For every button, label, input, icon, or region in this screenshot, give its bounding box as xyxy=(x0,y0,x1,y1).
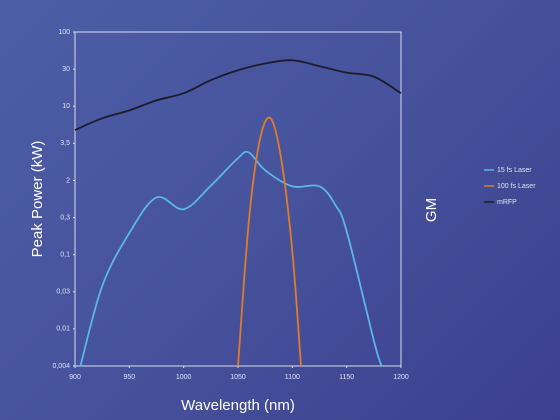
y-tick-label: 0,3 xyxy=(60,214,70,221)
x-tick-label: 1150 xyxy=(339,374,354,381)
y-tick-label: 0,1 xyxy=(60,252,70,259)
series-line xyxy=(74,59,402,131)
y-tick-label: 0,01 xyxy=(56,326,70,333)
y-tick-label: 3,5 xyxy=(60,140,70,147)
legend-label: 100 fs Laser xyxy=(497,183,536,190)
series-line xyxy=(237,116,302,367)
legend-label: 15 fs Laser xyxy=(497,167,532,174)
legend-label: mRFP xyxy=(497,199,517,206)
plot-frame xyxy=(74,31,402,367)
y-tick-label: 0,03 xyxy=(56,289,70,296)
x-tick-label: 900 xyxy=(69,374,81,381)
x-tick-label: 1100 xyxy=(285,374,300,381)
y-axis-label: Peak Power (kW) xyxy=(29,141,46,258)
x-tick-label: 1000 xyxy=(176,374,192,381)
x-tick-label: 1200 xyxy=(393,374,409,381)
x-axis-label: Wavelength (nm) xyxy=(181,397,295,414)
x-tick-label: 950 xyxy=(123,374,135,381)
y2-axis-label: GM xyxy=(423,198,440,222)
y-tick-label: 0,004 xyxy=(52,363,70,370)
y-tick-label: 30 xyxy=(62,66,70,73)
y-tick-label: 10 xyxy=(62,103,70,110)
x-tick-label: 1050 xyxy=(230,374,246,381)
y-tick-label: 2 xyxy=(66,177,70,184)
y-tick-label: 100 xyxy=(58,29,70,36)
series-line xyxy=(79,150,383,367)
